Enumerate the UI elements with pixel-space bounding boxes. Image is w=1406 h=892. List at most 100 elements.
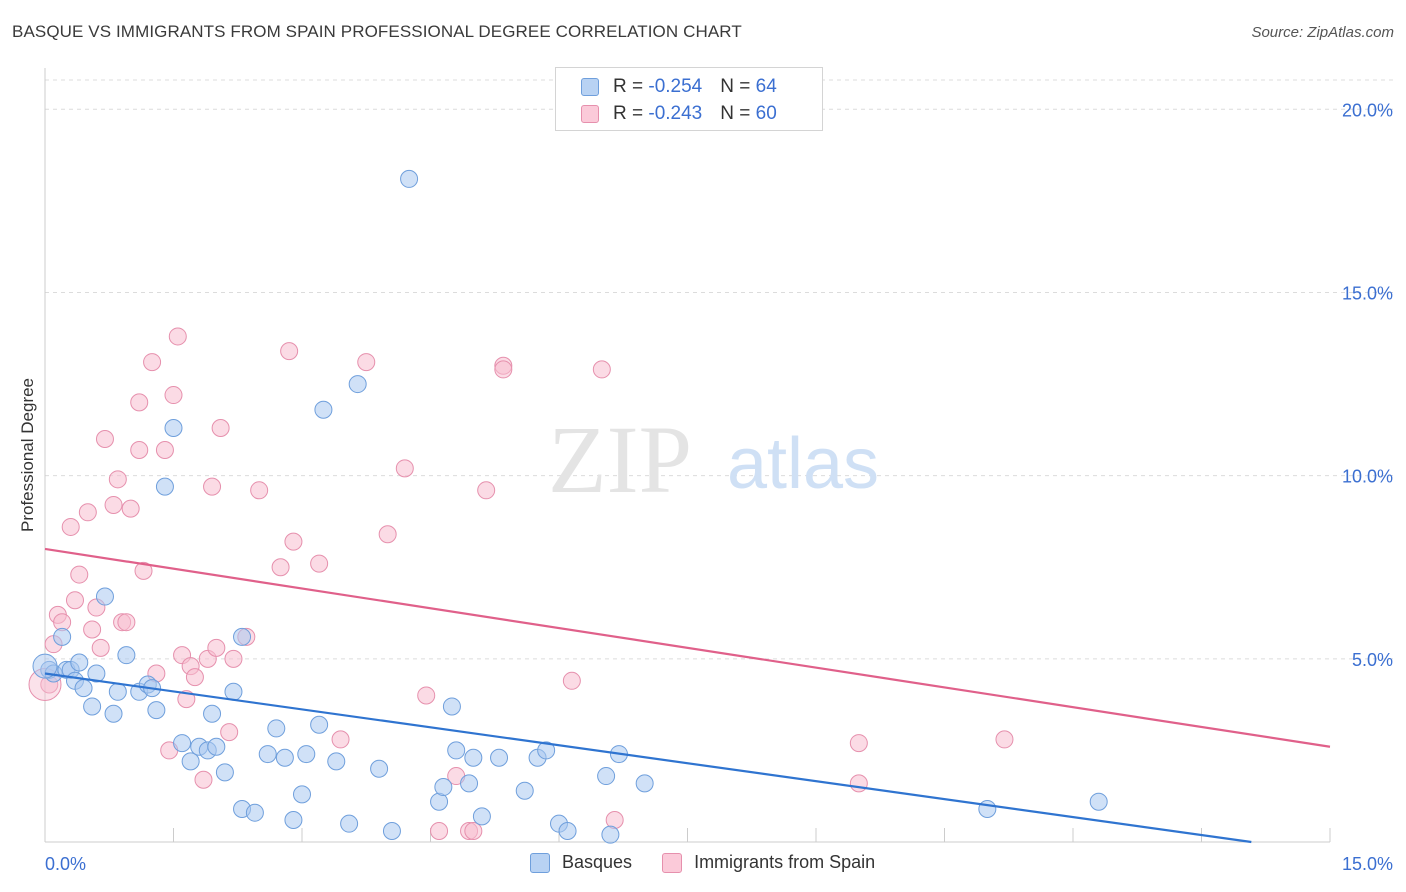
spain-point (155, 441, 174, 460)
y-tick-label-5: 5.0% (1352, 650, 1393, 670)
spain-legend-label: Immigrants from Spain (694, 852, 876, 872)
source-label: Source: ZipAtlas.com (1251, 24, 1394, 41)
spain-point (280, 342, 299, 361)
x-tick-label-min: 0.0% (45, 854, 86, 874)
basques-point (117, 646, 136, 665)
spain-point (207, 638, 226, 657)
spain-point (477, 481, 496, 500)
basques-point (490, 748, 509, 767)
spain-legend-swatch (662, 852, 683, 873)
tick-labels: 5.0% 10.0% 15.0% 20.0% 0.0% 15.0% (45, 100, 1393, 874)
spain-point (271, 558, 290, 577)
basques-point (70, 653, 89, 672)
basques-point (258, 745, 277, 764)
basques-point (537, 741, 556, 760)
basques-point (267, 719, 286, 738)
spain-point (464, 822, 483, 841)
basques-point (434, 778, 453, 797)
spain-point (220, 723, 239, 742)
basques-swatch (581, 78, 599, 96)
basques-point (104, 704, 123, 723)
basques-point (515, 781, 534, 800)
trend-lines (44, 547, 1331, 844)
basques-r-value: -0.254 (648, 76, 703, 97)
spain-point (95, 430, 114, 449)
y-tick-label-15: 15.0% (1342, 283, 1393, 303)
spain-point (65, 591, 84, 610)
spain-point (562, 671, 581, 690)
spain-point (61, 517, 80, 536)
spain-point (849, 734, 868, 753)
spain-points (28, 327, 1014, 841)
spain-swatch (581, 105, 599, 123)
basques-point (460, 774, 479, 793)
spain-point (331, 730, 350, 749)
spain-point (130, 393, 149, 412)
watermark: ZIP atlas (548, 406, 879, 513)
spain-point (104, 495, 123, 514)
spain-r-label: R = (613, 103, 649, 124)
basques-n-label: N = (720, 76, 756, 97)
legend-item-basques[interactable]: Basques (530, 852, 632, 873)
spain-point (78, 503, 97, 522)
basques-point (87, 664, 106, 683)
basques-n-value: 64 (755, 76, 777, 97)
basques-point (597, 767, 616, 786)
spain-point (592, 360, 611, 379)
spain-point (284, 532, 303, 551)
basques-point (181, 752, 200, 771)
grid-lines (45, 79, 1395, 660)
watermark-atlas: atlas (727, 424, 879, 504)
basques-point (472, 807, 491, 826)
basques-point (173, 734, 192, 753)
spain-point (117, 613, 136, 632)
legend-item-spain[interactable]: Immigrants from Spain (662, 852, 875, 873)
basques-point (601, 825, 620, 844)
watermark-zip: ZIP (548, 406, 692, 513)
spain-n-value: 60 (755, 103, 777, 124)
basques-point (293, 785, 311, 804)
basques-point (978, 800, 997, 819)
spain-point (417, 686, 436, 705)
basques-point (348, 375, 367, 394)
spain-trend-line (44, 547, 1331, 748)
spain-point (70, 565, 89, 584)
basques-point (83, 697, 102, 716)
spain-point (194, 770, 213, 789)
spain-point (357, 353, 376, 372)
basques-point (53, 627, 72, 646)
x-tick-label-max: 15.0% (1342, 854, 1393, 874)
legend-row-basques: R = -0.254 N = 64 (581, 75, 777, 99)
basques-point (164, 419, 183, 438)
basques-point (327, 752, 346, 771)
basques-point (233, 627, 252, 646)
series-legend: Basques Immigrants from Spain (530, 852, 905, 873)
spain-point (203, 477, 222, 496)
spain-point (494, 360, 513, 379)
basques-point (95, 587, 114, 606)
chart-title: BASQUE VS IMMIGRANTS FROM SPAIN PROFESSI… (12, 22, 742, 41)
spain-point (91, 638, 110, 657)
spain-point (849, 774, 868, 793)
basques-point (147, 701, 166, 720)
basques-point (1089, 792, 1108, 811)
spain-point (83, 620, 102, 639)
basques-legend-swatch (530, 852, 550, 873)
basques-point (400, 169, 419, 188)
basques-point (310, 715, 329, 734)
y-tick-label-10: 10.0% (1342, 467, 1393, 487)
spain-point (185, 668, 204, 687)
legend-row-spain: R = -0.243 N = 60 (581, 102, 777, 126)
basques-point (382, 822, 401, 841)
y-tick-label-20: 20.0% (1342, 100, 1393, 120)
spain-point (250, 481, 269, 500)
stats-legend: R = -0.254 N = 64 R = -0.243 N = 60 (555, 67, 823, 131)
basques-point (32, 653, 58, 679)
basques-point (224, 682, 243, 701)
spain-point (130, 441, 149, 460)
basques-point (215, 763, 234, 782)
basques-point (340, 814, 359, 833)
spain-point (378, 525, 397, 544)
basques-point (155, 477, 174, 496)
spain-point (168, 327, 187, 346)
